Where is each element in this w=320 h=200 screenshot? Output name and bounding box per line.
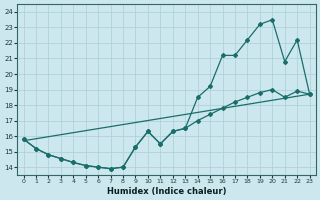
X-axis label: Humidex (Indice chaleur): Humidex (Indice chaleur)	[107, 187, 226, 196]
